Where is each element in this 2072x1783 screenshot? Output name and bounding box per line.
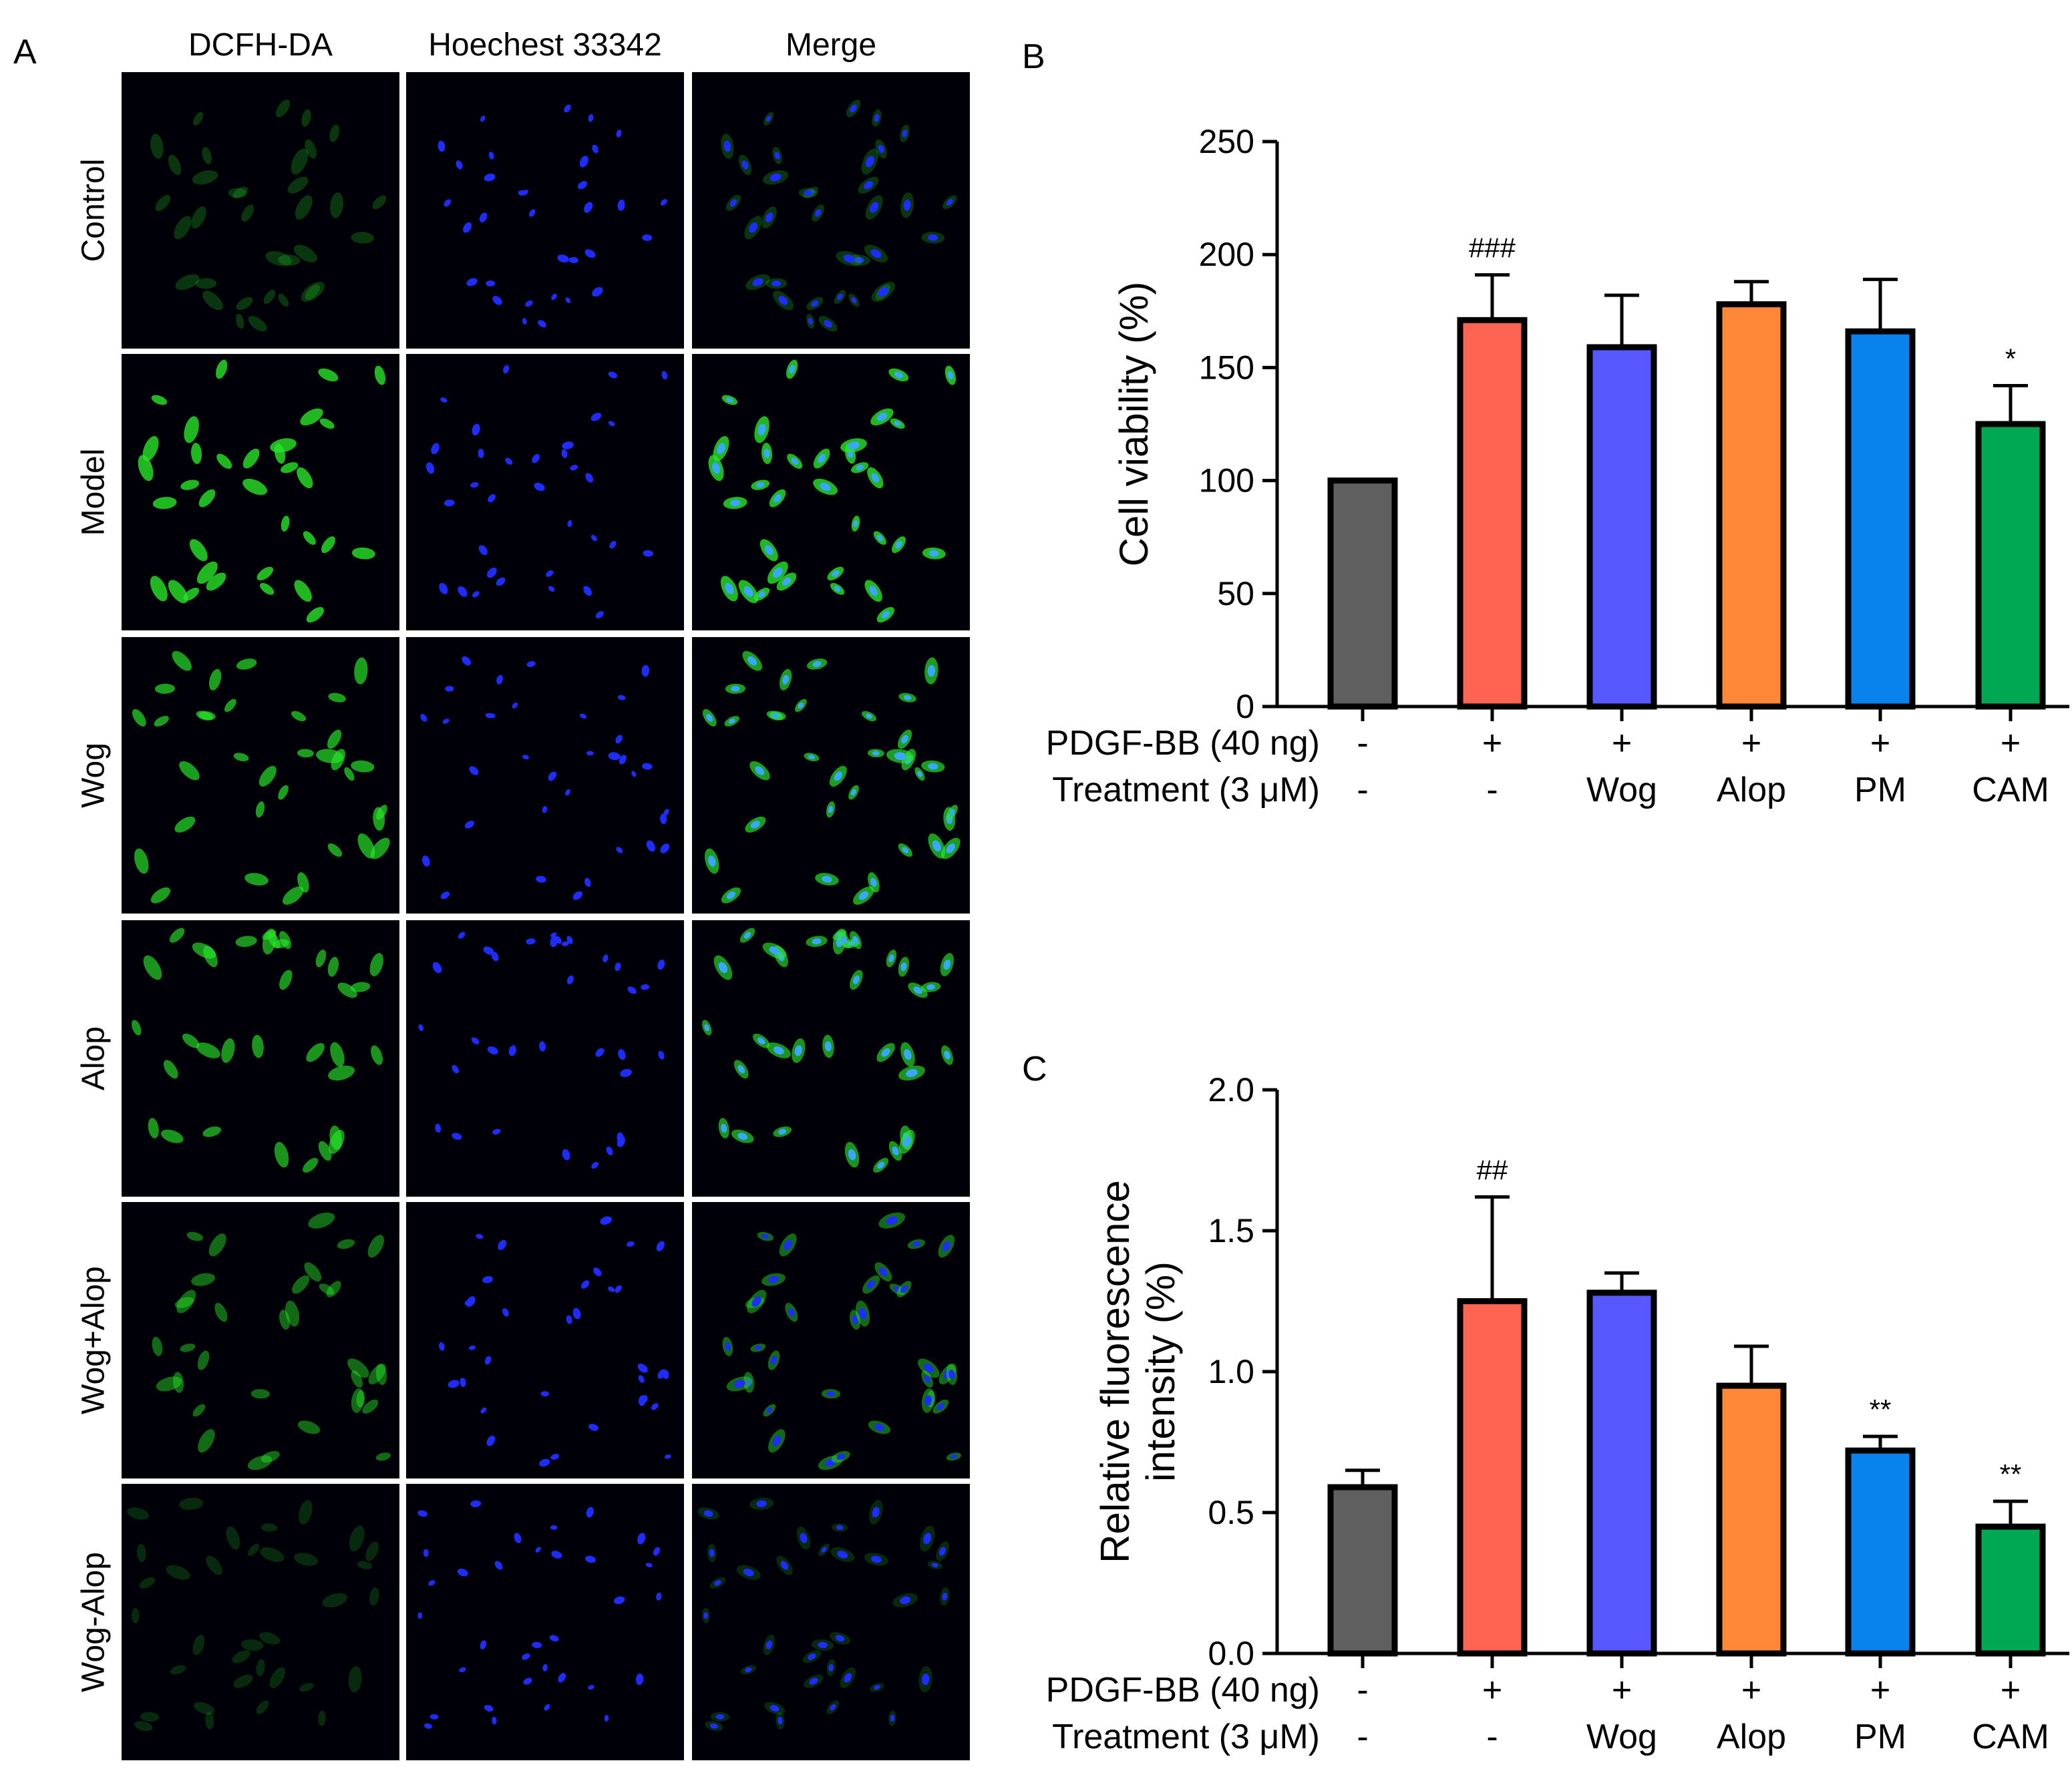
condition-value: - bbox=[1357, 1718, 1368, 1756]
condition-value: Alop bbox=[1717, 771, 1786, 809]
condition-value: Alop bbox=[1717, 1718, 1786, 1756]
significance-label: ## bbox=[1477, 1154, 1508, 1185]
bar bbox=[1457, 317, 1528, 710]
bar bbox=[1586, 344, 1657, 710]
condition-row-label: Treatment (3 μM) bbox=[1052, 1718, 1320, 1756]
y-tick-label: 0.0 bbox=[1208, 1635, 1254, 1672]
condition-value: + bbox=[1741, 1671, 1761, 1710]
y-tick-label: 50 bbox=[1217, 575, 1254, 612]
condition-value: + bbox=[1482, 724, 1502, 763]
condition-row-label: PDGF-BB (40 ng) bbox=[1046, 724, 1320, 763]
condition-value: PM bbox=[1854, 771, 1906, 809]
significance-label: ** bbox=[2000, 1458, 2022, 1490]
bar bbox=[1586, 1290, 1657, 1657]
micrograph-image bbox=[122, 920, 399, 1197]
column-header: Merge bbox=[785, 27, 877, 63]
micrograph-image bbox=[122, 1484, 399, 1760]
micrograph-image bbox=[692, 72, 970, 349]
condition-value: - bbox=[1357, 724, 1368, 763]
bar bbox=[1457, 1298, 1528, 1657]
y-tick-label: 100 bbox=[1199, 462, 1254, 500]
condition-value: PM bbox=[1854, 1718, 1906, 1756]
significance-label: ** bbox=[1870, 1394, 1892, 1425]
micrograph-image bbox=[406, 354, 684, 630]
condition-value: + bbox=[1482, 1671, 1502, 1710]
condition-value: - bbox=[1486, 1718, 1498, 1756]
bar bbox=[1716, 301, 1787, 710]
significance-label: * bbox=[2005, 343, 2016, 374]
micrograph-image bbox=[692, 1484, 970, 1760]
panel-a-letter: A bbox=[13, 33, 37, 71]
panel-letter: B bbox=[1022, 37, 1045, 76]
condition-value: Wog bbox=[1586, 771, 1657, 809]
micrograph-image bbox=[122, 1202, 399, 1478]
micrograph-image bbox=[122, 354, 399, 630]
y-tick-label: 1.0 bbox=[1208, 1353, 1254, 1390]
micrograph-image bbox=[692, 920, 970, 1197]
panel-letter: C bbox=[1022, 1050, 1047, 1088]
condition-value: - bbox=[1357, 771, 1368, 809]
condition-value: - bbox=[1357, 1671, 1368, 1710]
column-header: DCFH-DA bbox=[188, 27, 333, 63]
y-tick-label: 200 bbox=[1199, 236, 1254, 273]
bar bbox=[1327, 477, 1398, 710]
condition-value: + bbox=[2001, 724, 2021, 763]
significance-label: ### bbox=[1469, 232, 1516, 264]
micrograph-image bbox=[406, 1202, 684, 1478]
y-tick-label: 1.5 bbox=[1208, 1212, 1254, 1249]
condition-value: + bbox=[1612, 1671, 1632, 1710]
bar bbox=[1845, 1447, 1916, 1657]
bar bbox=[1845, 328, 1916, 710]
bar bbox=[1716, 1382, 1787, 1657]
condition-value: Wog bbox=[1586, 1718, 1657, 1756]
y-tick-label: 2.0 bbox=[1208, 1071, 1254, 1109]
micrograph-image bbox=[122, 637, 399, 914]
micrograph-image bbox=[122, 72, 399, 349]
condition-value: + bbox=[1741, 724, 1761, 763]
condition-value: CAM bbox=[1972, 771, 2049, 809]
condition-value: + bbox=[1870, 724, 1890, 763]
bar bbox=[1975, 421, 2046, 710]
micrograph-image bbox=[692, 354, 970, 630]
column-header: Hoechest 33342 bbox=[428, 27, 662, 63]
y-tick-label: 0 bbox=[1236, 688, 1254, 725]
condition-value: - bbox=[1486, 771, 1498, 809]
condition-value: CAM bbox=[1972, 1718, 2049, 1756]
bar bbox=[1975, 1523, 2046, 1657]
micrograph-image bbox=[406, 72, 684, 349]
y-axis-label: intensity (%) bbox=[1138, 1261, 1183, 1482]
y-tick-label: 0.5 bbox=[1208, 1494, 1254, 1531]
y-tick-label: 150 bbox=[1199, 349, 1254, 386]
y-tick-label: 250 bbox=[1199, 123, 1254, 160]
micrograph-image bbox=[406, 920, 684, 1197]
micrograph-image bbox=[692, 637, 970, 914]
y-axis-label: Cell viability (%) bbox=[1111, 282, 1156, 567]
condition-value: + bbox=[1870, 1671, 1890, 1710]
bar bbox=[1327, 1484, 1398, 1657]
micrograph-image bbox=[406, 637, 684, 914]
condition-row-label: Treatment (3 μM) bbox=[1052, 771, 1320, 809]
condition-value: + bbox=[1612, 724, 1632, 763]
micrograph-image bbox=[692, 1202, 970, 1478]
condition-row-label: PDGF-BB (40 ng) bbox=[1046, 1671, 1320, 1710]
condition-value: + bbox=[2001, 1671, 2021, 1710]
micrograph-image bbox=[406, 1484, 684, 1760]
y-axis-label: Relative fluorescence bbox=[1093, 1180, 1138, 1563]
